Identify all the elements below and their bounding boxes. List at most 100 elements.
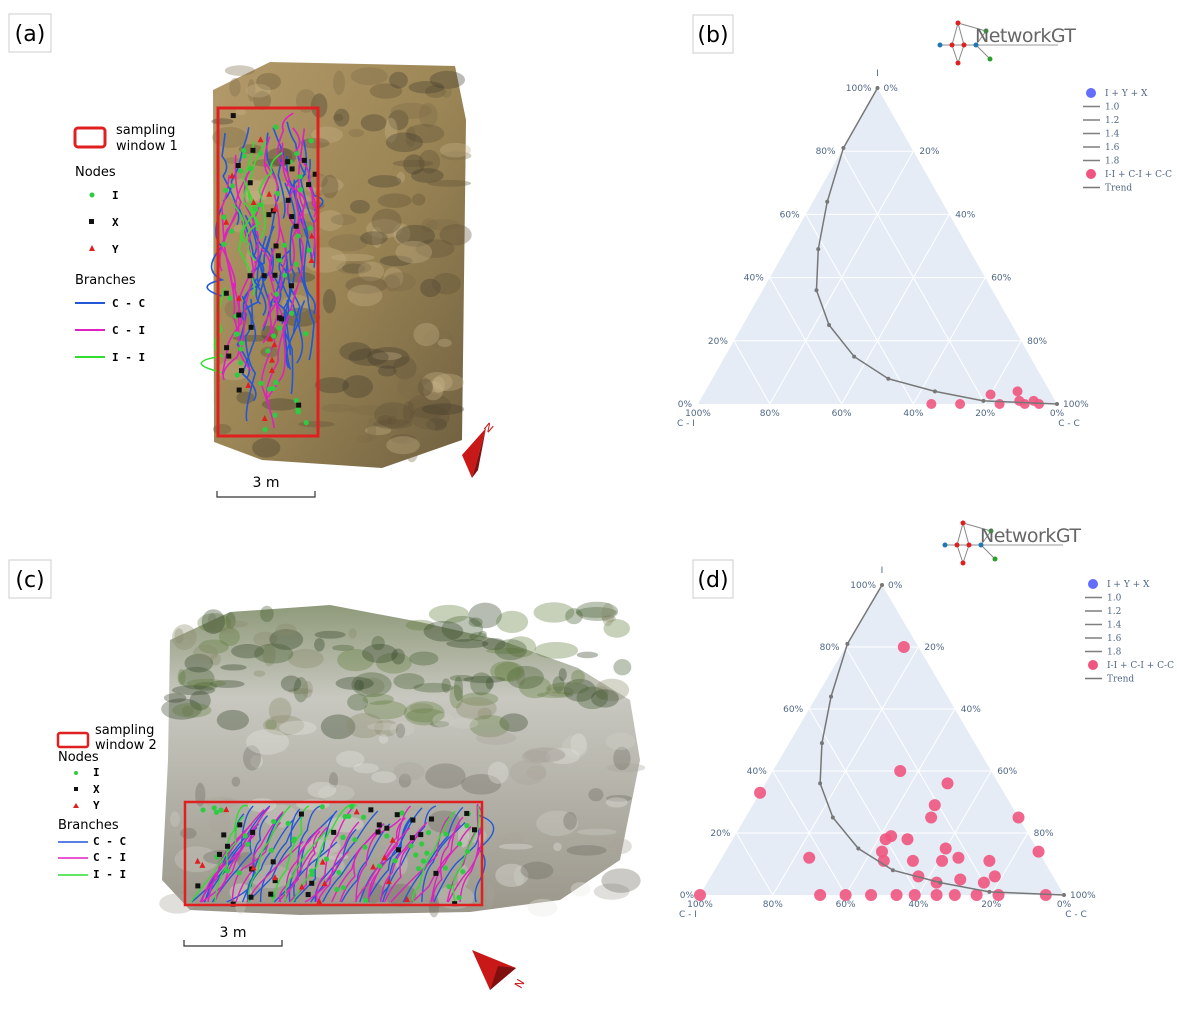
rock-patch <box>386 436 420 454</box>
legend-label: 1.6 <box>1105 143 1120 153</box>
node <box>200 807 205 812</box>
node <box>266 212 271 217</box>
trend-point <box>938 881 942 885</box>
legend-label: 1.8 <box>1107 648 1122 658</box>
node <box>277 326 282 331</box>
rock-patch <box>384 275 401 292</box>
rock-patch <box>362 644 398 663</box>
rock-patch <box>576 687 608 710</box>
node <box>285 159 290 164</box>
node <box>289 283 294 288</box>
data-point <box>942 777 954 789</box>
node <box>302 158 307 163</box>
rock-patch <box>396 723 405 738</box>
logo-edge <box>958 45 964 63</box>
data-point <box>865 889 877 901</box>
rock-patch <box>577 652 598 659</box>
rock-patch <box>393 673 424 689</box>
legend-label: 1.2 <box>1105 116 1119 126</box>
node <box>237 388 242 393</box>
rock-patch <box>476 731 516 745</box>
legend-label: 1.4 <box>1107 621 1122 631</box>
node <box>336 870 341 875</box>
rock-patch <box>601 868 640 892</box>
trend-point <box>933 389 937 393</box>
rock-patch <box>159 893 196 913</box>
rock-patch <box>393 762 424 780</box>
rock-patch <box>360 231 388 245</box>
panel-label: (d) <box>697 568 728 593</box>
window-label: window 2 <box>95 738 157 753</box>
legend-label: I + Y + X <box>1105 89 1148 99</box>
node <box>224 291 229 296</box>
tick-label: 20% <box>708 337 728 347</box>
rock-patch <box>446 639 488 648</box>
tick-label: 60% <box>991 274 1011 284</box>
legend-heading: Branches <box>58 818 119 833</box>
tick-label: 40% <box>908 900 928 910</box>
rock-patch <box>348 628 356 638</box>
rock-patch <box>606 797 628 807</box>
data-point <box>926 399 936 409</box>
data-point <box>936 855 948 867</box>
node <box>241 148 246 153</box>
node <box>384 833 389 838</box>
node <box>274 292 279 297</box>
rock-patch <box>357 435 372 444</box>
rock-patch <box>520 862 553 880</box>
node <box>303 331 308 336</box>
rock-patch <box>409 651 438 665</box>
node <box>238 346 243 351</box>
node <box>424 851 429 856</box>
rock-patch <box>281 675 302 691</box>
node <box>231 113 236 118</box>
rock-patch <box>469 617 483 627</box>
node <box>331 830 336 835</box>
data-point <box>929 799 941 811</box>
rock-patch <box>588 788 603 801</box>
rock-patch <box>490 661 521 681</box>
rock-patch <box>486 884 495 907</box>
rock-patch <box>235 109 246 115</box>
rock-patch <box>378 365 397 376</box>
legend-heading: Nodes <box>75 165 116 180</box>
node <box>289 214 294 219</box>
logo-edge <box>963 523 969 545</box>
rock-patch <box>246 84 271 98</box>
data-point <box>949 889 961 901</box>
tick-label: 20% <box>710 829 730 839</box>
node <box>418 832 423 837</box>
logo-node <box>950 43 955 48</box>
axis-title: I <box>876 69 879 79</box>
node <box>237 870 242 875</box>
node <box>249 325 254 330</box>
rock-patch <box>427 180 471 187</box>
node <box>298 187 303 192</box>
node <box>294 398 299 403</box>
node <box>225 844 230 849</box>
trend-point <box>880 583 884 587</box>
legend-node-x <box>89 219 94 224</box>
data-point <box>907 855 919 867</box>
data-point <box>754 787 766 799</box>
rock-patch <box>562 735 588 758</box>
legend-label: 1.2 <box>1107 607 1121 617</box>
data-point <box>1013 386 1023 396</box>
legend-label: X <box>112 216 119 229</box>
node <box>286 198 291 203</box>
rock-patch <box>336 677 374 690</box>
node <box>464 823 469 828</box>
rock-patch <box>275 624 296 637</box>
rock-patch <box>314 638 325 651</box>
node <box>230 183 235 188</box>
node <box>465 849 470 854</box>
tick-label: 80% <box>763 900 783 910</box>
tick-label: 20% <box>924 643 944 653</box>
data-point <box>894 765 906 777</box>
node <box>238 360 243 365</box>
node <box>224 345 229 350</box>
rock-patch <box>279 721 317 735</box>
data-point <box>955 399 965 409</box>
node <box>377 822 382 827</box>
legend-label: 1.6 <box>1107 634 1122 644</box>
